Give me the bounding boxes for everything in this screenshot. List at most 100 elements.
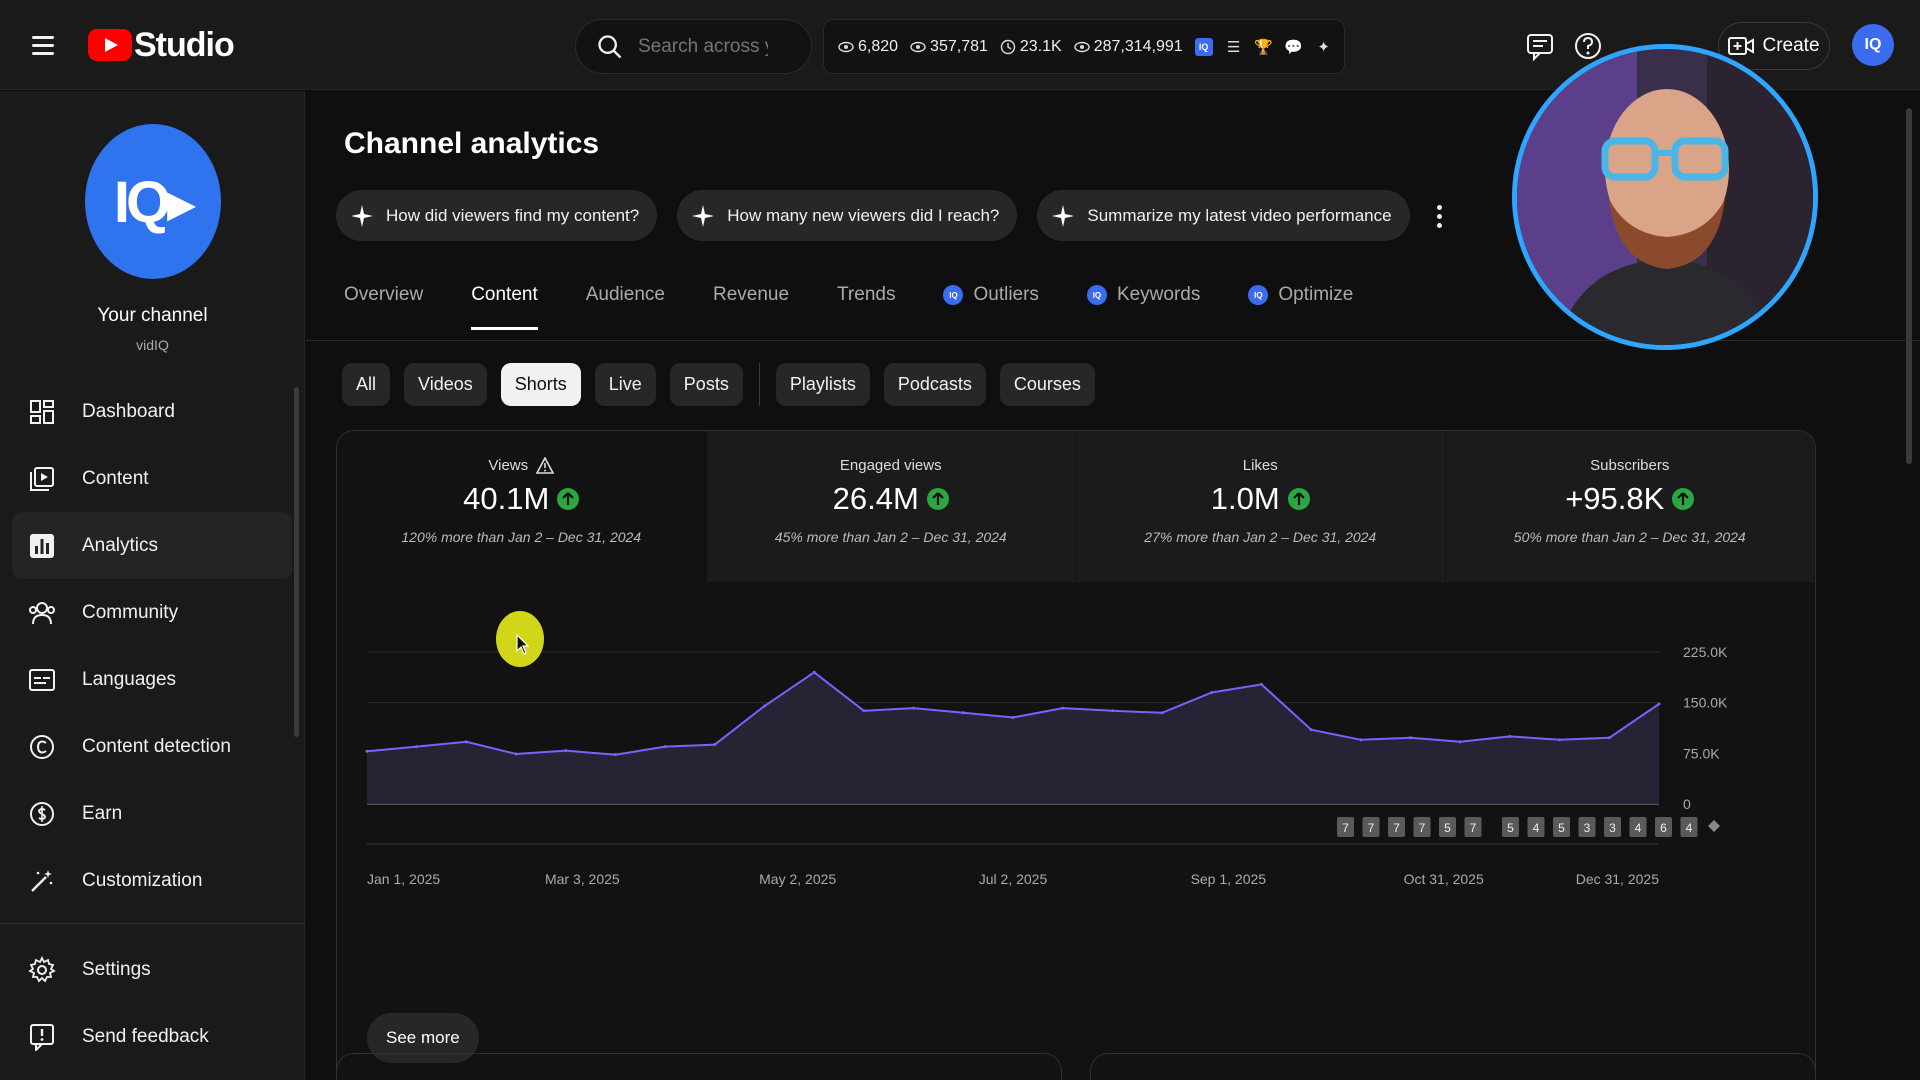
sidebar-item-community[interactable]: Community (12, 579, 292, 646)
account-avatar[interactable]: IQ (1852, 24, 1894, 66)
data-point (1558, 738, 1562, 742)
tab-revenue[interactable]: Revenue (713, 277, 789, 313)
views-line-chart[interactable]: 225.0K 150.0K 75.0K 0 Jan 1, 2025 Mar 3, 2025… (337, 582, 1816, 1012)
hamburger-menu-icon[interactable] (28, 33, 60, 57)
ask-chip[interactable]: Summarize my latest video performance (1037, 190, 1410, 241)
video-marker (1413, 817, 1431, 837)
sidebar-scrollbar[interactable] (294, 387, 299, 737)
search-input[interactable] (638, 35, 768, 58)
sidebar-item-settings[interactable]: Settings (12, 936, 292, 1003)
sidebar-item-earn[interactable]: Earn (12, 780, 292, 847)
tab-content[interactable]: Content (471, 277, 538, 330)
metric-likes[interactable]: Likes 1.0M 27% more than Jan 2 – Dec 31,… (1076, 431, 1446, 582)
data-point (713, 743, 717, 747)
arrow-up-icon (557, 488, 580, 510)
eye-icon (838, 41, 854, 52)
vidiq-logo-icon[interactable]: IQ (1194, 37, 1213, 56)
magic-wand-icon (28, 867, 56, 895)
tab-label: Keywords (1116, 284, 1201, 305)
tab-label: Audience (585, 284, 665, 305)
tab-label: Revenue (712, 284, 790, 305)
youtube-studio-logo[interactable]: Studio (88, 26, 235, 64)
gear-icon (28, 955, 56, 984)
stat-item: 357,781 (910, 38, 988, 56)
metric-value-row: 26.4M (707, 481, 1076, 517)
video-marker-label: 7 (1419, 821, 1426, 835)
channel-avatar[interactable]: IQ▸ (85, 124, 221, 279)
more-options-icon[interactable] (1424, 199, 1454, 233)
tab-label: Trends (837, 284, 896, 305)
help-icon[interactable] (1572, 30, 1604, 62)
arrow-up-icon (926, 488, 949, 510)
metric-subscribers[interactable]: Subscribers +95.8K 50% more than Jan 2 –… (1445, 431, 1815, 582)
metric-engaged-views[interactable]: Engaged views 26.4M 45% more than Jan 2 … (706, 431, 1076, 582)
filter-live[interactable]: Live (594, 363, 656, 406)
sidebar-item-label: Settings (82, 958, 151, 980)
sidebar-item-customization[interactable]: Customization (12, 847, 292, 914)
video-marker-label: 7 (1342, 821, 1349, 835)
sidebar-item-label: Dashboard (82, 400, 175, 422)
filter-all[interactable]: All (342, 363, 391, 406)
see-more-button[interactable]: See more (367, 1013, 479, 1063)
y-tick-label: 75.0K (1683, 745, 1720, 761)
warning-icon[interactable] (536, 457, 555, 474)
search-box[interactable] (575, 19, 812, 74)
data-point (514, 752, 518, 756)
channel-handle: vidIQ (136, 337, 169, 353)
sidebar-item-label: Customization (82, 869, 203, 891)
vidiq-badge-icon: IQ (1086, 285, 1107, 305)
feedback-icon (28, 1023, 56, 1051)
metric-views[interactable]: Views 40.1M 120% more than Jan 2 – Dec 3… (337, 431, 707, 582)
ask-chip-label: How did viewers find my content? (386, 205, 640, 225)
sidebar-item-content-detection[interactable]: Content detection (12, 713, 292, 780)
chat-bubble-icon[interactable]: 💬 (1284, 38, 1304, 56)
metric-value-row: 1.0M (1076, 481, 1445, 517)
community-icon (28, 599, 56, 627)
tab-audience[interactable]: Audience (586, 277, 665, 313)
stat-item: 23.1K (1000, 38, 1062, 56)
sidebar-item-content[interactable]: Content (12, 445, 292, 512)
trophy-icon[interactable]: 🏆 (1254, 38, 1274, 56)
filter-playlists[interactable]: Playlists (775, 363, 870, 406)
content-icon (28, 465, 56, 493)
tab-outliers[interactable]: IQ Outliers (943, 277, 1039, 313)
ask-chip-label: How many new viewers did I reach? (727, 205, 1000, 225)
channel-name: Your channel (97, 305, 208, 326)
create-video-icon (1728, 37, 1755, 55)
video-marker-label: 7 (1470, 821, 1477, 835)
main-scrollbar[interactable] (1906, 108, 1912, 464)
tab-keywords[interactable]: IQ Keywords (1086, 277, 1201, 313)
filter-podcasts[interactable]: Podcasts (883, 363, 986, 406)
sidebar-item-dashboard[interactable]: Dashboard (12, 378, 292, 445)
list-icon[interactable]: ☰ (1226, 38, 1241, 56)
ask-chip[interactable]: How many new viewers did I reach? (677, 190, 1018, 241)
search-icon (598, 34, 622, 58)
data-point (1011, 716, 1015, 720)
create-label: Create (1762, 35, 1820, 56)
data-point (961, 711, 965, 715)
metric-delta: 120% more than Jan 2 – Dec 31, 2024 (401, 529, 642, 545)
analytics-card: Views 40.1M 120% more than Jan 2 – Dec 3… (336, 430, 1816, 1080)
sparkle-icon[interactable]: ✦ (1317, 38, 1330, 56)
messages-icon[interactable] (1524, 30, 1556, 62)
tab-trends[interactable]: Trends (837, 277, 895, 313)
video-marker (1578, 817, 1596, 837)
tab-optimize[interactable]: IQ Optimize (1248, 277, 1353, 313)
sparkle-icon (1052, 204, 1075, 227)
data-point (464, 740, 468, 744)
filter-courses[interactable]: Courses (999, 363, 1095, 406)
sidebar-item-send-feedback[interactable]: Send feedback (12, 1003, 292, 1070)
sidebar-item-analytics[interactable]: Analytics (12, 512, 292, 579)
data-point (1607, 736, 1611, 740)
stat-value: 287,314,991 (1093, 37, 1183, 55)
tab-overview[interactable]: Overview (344, 277, 423, 313)
filter-posts[interactable]: Posts (669, 363, 743, 406)
data-point (1409, 736, 1413, 740)
sidebar-item-languages[interactable]: Languages (12, 646, 292, 713)
metric-label-row: Views (337, 457, 706, 474)
sparkle-icon (692, 204, 715, 227)
sidebar-item-label: Earn (82, 802, 123, 824)
filter-videos[interactable]: Videos (404, 363, 487, 406)
filter-shorts[interactable]: Shorts (500, 363, 581, 406)
ask-chip[interactable]: How did viewers find my content? (336, 190, 658, 241)
